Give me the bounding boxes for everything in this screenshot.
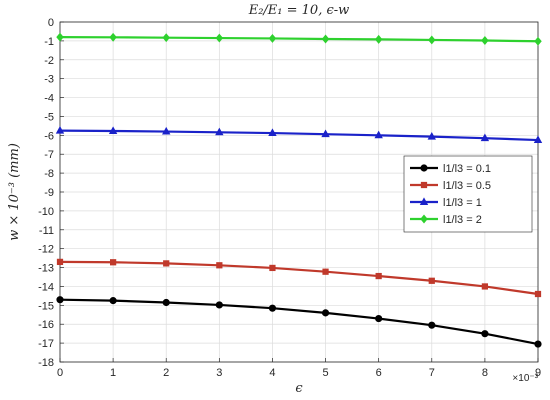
y-tick-label: -1 [44, 36, 54, 48]
data-point [480, 133, 490, 142]
data-point [374, 130, 383, 139]
chart-title: E₂/E₁ = 10, ϵ-w [248, 3, 350, 18]
data-point [481, 36, 489, 45]
y-tick-label: -5 [44, 111, 54, 123]
y-tick-label: -11 [39, 225, 54, 237]
series-2 [56, 258, 542, 298]
data-point [534, 340, 542, 348]
data-point [162, 298, 170, 307]
y-tick-label: -9 [44, 187, 54, 199]
x-axis-label: ϵ [295, 381, 303, 396]
data-point [56, 32, 64, 42]
data-point [268, 304, 277, 312]
y-tick-label: -14 [38, 281, 54, 293]
data-point [427, 131, 436, 140]
axis-ticks: 0 1 2 3 4 5 6 7 8 9 0 -1 -2 -3 -4 -5 -6 -7 -8 -9 -10 -11 -12 -1… [38, 17, 541, 379]
legend-marker [420, 214, 428, 224]
legend-entry: l1/l3 = 0.5 [410, 180, 491, 192]
data-point [534, 290, 542, 298]
series-line [59, 129, 539, 142]
data-point [163, 260, 170, 267]
data-point [321, 129, 330, 138]
y-tick-label: -13 [38, 263, 54, 275]
y-tick-label: -6 [44, 130, 54, 142]
data-point [268, 128, 277, 137]
series-1 [56, 296, 542, 348]
data-point [216, 262, 223, 269]
series-line [59, 260, 539, 296]
data-point [109, 32, 117, 42]
data-point [322, 268, 329, 275]
legend-entry: l1/l3 = 1 [410, 197, 482, 209]
legend-marker [420, 181, 428, 189]
y-tick-label: -12 [38, 244, 54, 256]
legend-label: l1/l3 = 2 [443, 214, 482, 226]
x-tick-label: 9 [535, 367, 541, 379]
legend-entry: l1/l3 = 2 [410, 214, 482, 226]
y-tick-label: -7 [44, 149, 54, 161]
data-point [428, 35, 436, 45]
data-point [215, 33, 224, 43]
y-tick-label: -17 [38, 338, 54, 350]
x-tick-label: 1 [110, 367, 116, 379]
data-point [481, 330, 489, 338]
legend-marker [420, 164, 428, 172]
data-point [321, 309, 330, 317]
legend-label: l1/l3 = 1 [443, 197, 482, 209]
data-point [534, 36, 542, 46]
legend-marker [419, 197, 429, 205]
x-exponent-label: ×10⁻³ [512, 373, 538, 384]
y-axis-label: w × 10⁻³ (mm) [7, 143, 22, 241]
legend-label: l1/l3 = 0.5 [443, 180, 491, 192]
data-point [109, 297, 117, 305]
data-point [108, 126, 118, 134]
legend: l1/l3 = 0.1 l1/l3 = 0.5 l1/l3 = 1 l1/l3 = 2 [403, 155, 533, 233]
x-tick-label: 5 [322, 367, 328, 379]
x-tick-label: 3 [216, 367, 222, 379]
y-tick-label: -4 [44, 93, 54, 105]
data-point [375, 272, 382, 280]
data-point [269, 264, 276, 272]
series-line [59, 36, 539, 43]
y-tick-label: -16 [38, 319, 54, 331]
data-point [215, 127, 224, 136]
x-tick-label: 4 [269, 367, 275, 379]
y-tick-label: -10 [38, 206, 54, 218]
series-4 [56, 32, 542, 46]
data-point [481, 283, 489, 290]
data-point [56, 258, 64, 266]
x-tick-label: 6 [376, 367, 382, 379]
data-point [533, 135, 543, 144]
y-tick-label: 0 [48, 17, 54, 29]
y-tick-label: -8 [44, 168, 54, 180]
data-point [428, 321, 436, 329]
x-tick-label: 0 [57, 367, 63, 379]
y-tick-label: -15 [38, 300, 54, 312]
data-point [268, 33, 277, 43]
data-point [162, 126, 171, 135]
x-tick-label: 2 [163, 367, 169, 379]
y-tick-label: -18 [38, 357, 54, 369]
data-point [375, 314, 383, 323]
data-point [109, 259, 117, 266]
series-group [55, 32, 543, 348]
x-tick-label: 8 [482, 367, 488, 379]
data-point [428, 277, 435, 284]
data-point [162, 33, 170, 43]
x-tick-label: 7 [429, 367, 435, 379]
legend-label: l1/l3 = 0.1 [443, 163, 491, 175]
legend-entry: l1/l3 = 0.1 [410, 163, 491, 175]
series-line [59, 298, 539, 346]
data-point [321, 34, 330, 44]
y-tick-label: -2 [44, 55, 54, 67]
data-point [215, 301, 223, 309]
y-tick-label: -3 [44, 74, 54, 86]
data-point [56, 296, 64, 304]
data-point [374, 34, 383, 44]
data-point [55, 125, 65, 134]
series-3 [55, 125, 543, 144]
